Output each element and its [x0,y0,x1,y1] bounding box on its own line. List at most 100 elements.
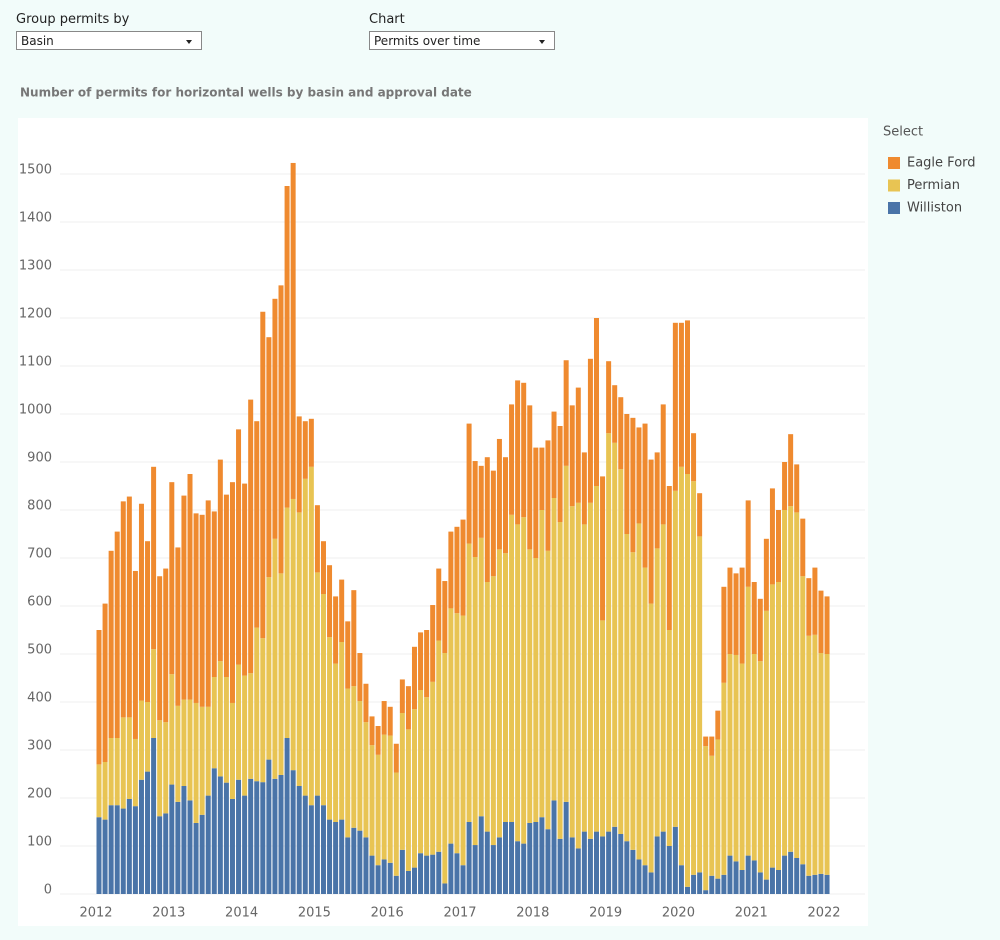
bar-segment [363,683,369,723]
bar-segment [320,805,326,894]
bar-segment [175,705,181,802]
bar-segment [569,506,575,838]
bar-segment [181,495,187,700]
bar-segment [302,421,308,479]
bar-segment [217,661,223,777]
y-tick-label: 1500 [19,163,52,178]
x-tick-label: 2016 [371,906,404,921]
bar-segment [296,512,302,786]
bar-segment [405,686,411,730]
bar-segment [478,816,484,894]
bar-segment [411,646,417,710]
bar-segment [569,837,575,894]
bar-segment [363,722,369,838]
bar-segment [223,494,229,678]
bar-segment [593,318,599,486]
bar-segment [278,774,284,894]
bar-segment [733,861,739,894]
x-tick-label: 2015 [298,906,331,921]
bar-segment [515,524,521,842]
bar-segment [229,702,235,799]
bar-segment [551,498,557,801]
bar-segment [666,846,672,894]
dropdown[interactable]: Basin [16,31,202,50]
bar-segment [751,582,757,654]
bar-segment [193,702,199,823]
bar-segment [357,701,363,831]
bar-segment [533,558,539,822]
bar-segment [120,501,126,718]
bar-segment [102,762,108,820]
bar-segment [515,380,521,525]
bar-segment [782,510,788,856]
legend-title: Select [883,125,923,140]
bar-segment [375,754,381,866]
legend-label: Williston [907,201,962,216]
bar-segment [581,452,587,525]
bar-segment [466,543,472,822]
bar-segment [175,547,181,706]
bar-segment [624,414,630,534]
bar-segment [145,771,151,894]
bar-segment [751,654,757,861]
bar-segment [648,459,654,604]
bar-segment [697,493,703,537]
bar-segment [527,822,533,894]
bar-segment [418,690,424,854]
bar-segment [630,552,636,850]
bar-segment [745,586,751,856]
bar-segment [745,500,751,587]
bar-segment [727,567,733,654]
bar-segment [678,466,684,866]
bar-segment [193,822,199,894]
bar-segment [436,568,442,641]
bar-segment [448,531,454,609]
bar-segment [296,786,302,894]
bar-segment [211,677,217,769]
bar-segment [709,755,715,876]
bar-segment [333,596,339,664]
bar-segment [763,538,769,611]
y-tick-label: 200 [27,787,52,802]
y-tick-label: 0 [44,883,52,898]
bar-segment [709,736,715,756]
bar-segment [788,434,794,507]
bar-segment [126,717,132,799]
bar-segment [733,654,739,862]
bar-segment [138,779,144,894]
bar-segment [242,795,248,894]
bar-segment [151,738,157,894]
y-tick-label: 1000 [19,403,52,418]
bar-segment [606,361,612,434]
bar-segment [654,452,660,549]
bar-segment [575,502,581,849]
bar-segment [223,677,229,783]
bar-segment [788,506,794,852]
bar-segment [472,461,478,558]
bar-segment [824,654,830,875]
bar-segment [684,474,690,887]
bar-segment [502,553,508,822]
bar-segment [205,795,211,894]
bar-segment [436,640,442,852]
bar-segment [769,584,775,868]
bar-segment [260,782,266,894]
bar-segment [527,549,533,823]
bar-segment [697,536,703,873]
bar-segment [672,322,678,491]
bar-segment [327,565,333,638]
bar-segment [187,800,193,894]
bar-segment [381,859,387,894]
legend-label: Permian [907,178,960,193]
x-tick-label: 2018 [516,906,549,921]
bar-segment [575,387,581,503]
bar-segment [96,630,102,765]
bar-segment [496,549,502,838]
bar-segment [691,874,697,894]
bar-segment [266,577,272,760]
dropdown[interactable]: Permits over time [369,31,555,50]
legend-label: Eagle Ford [907,156,976,171]
bar-segment [430,854,436,894]
bar-segment [624,841,630,894]
